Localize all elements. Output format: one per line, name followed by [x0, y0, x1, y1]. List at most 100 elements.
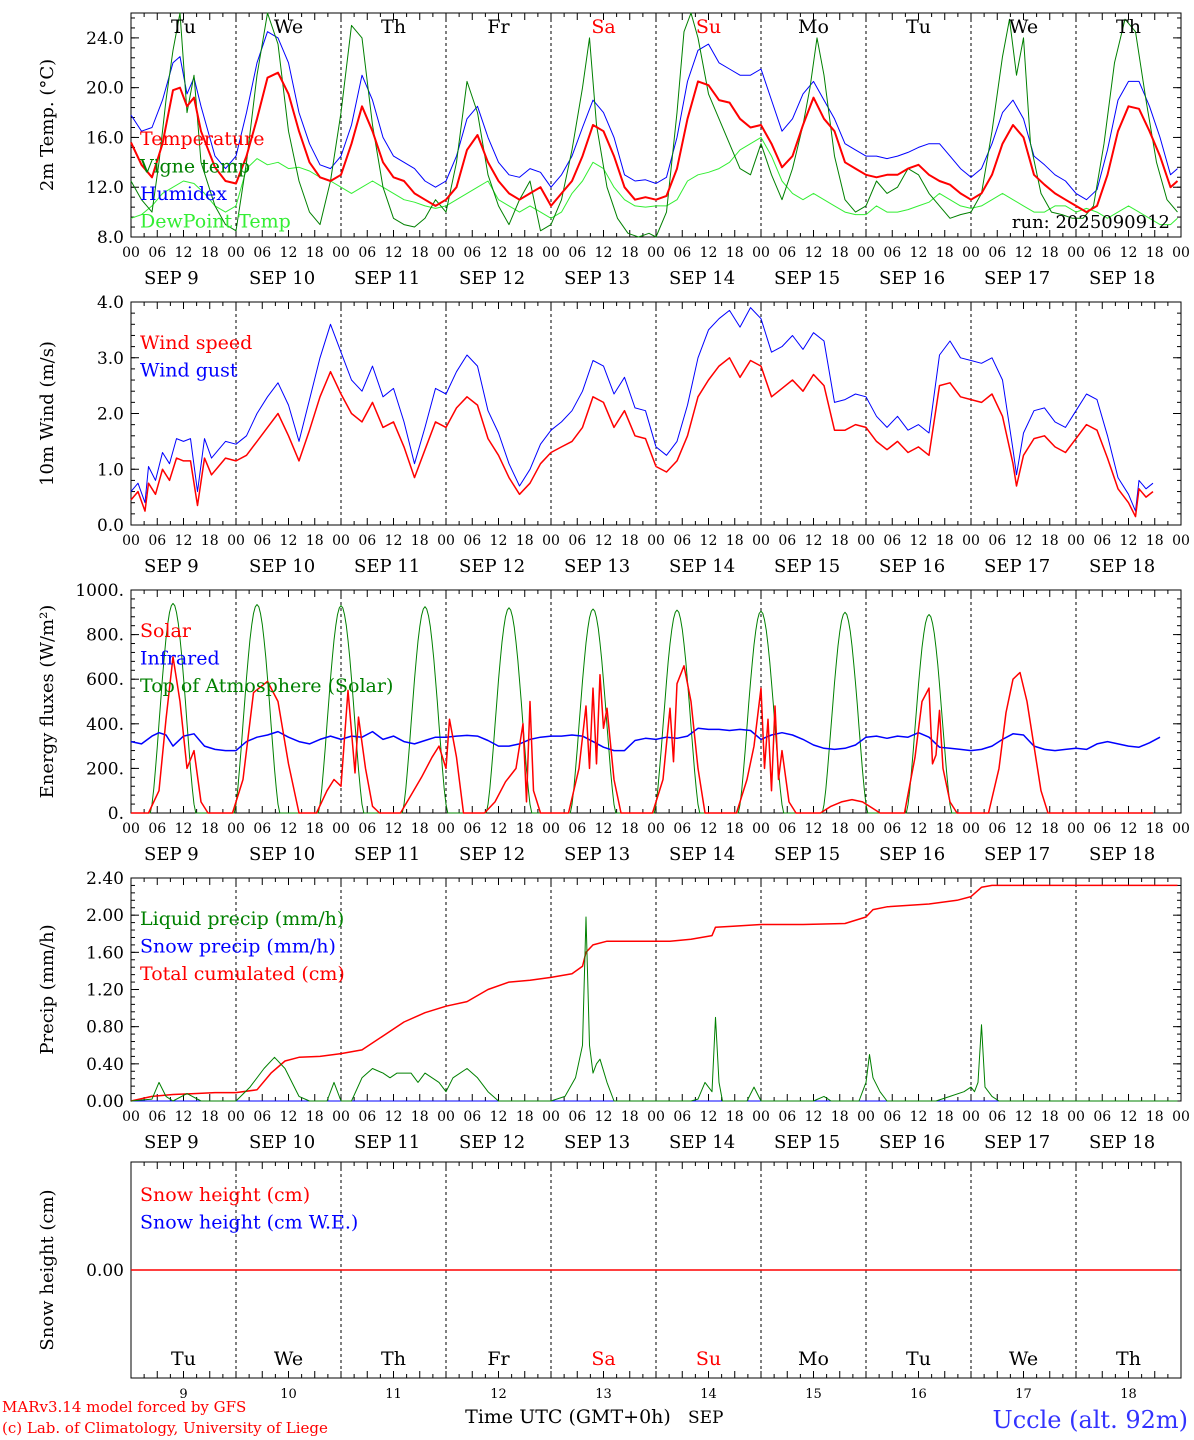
day-name-top: Th: [381, 16, 406, 38]
hour-tick-label: 00: [1067, 533, 1085, 549]
hour-tick-label: 06: [673, 821, 691, 837]
hour-tick-label: 12: [700, 245, 718, 261]
hour-tick-label: 18: [621, 1109, 639, 1125]
hour-tick-label: 06: [673, 1109, 691, 1125]
hour-tick-label: 00: [332, 533, 350, 549]
hour-tick-label: 00: [122, 1109, 140, 1125]
date-label: SEP 14: [669, 556, 735, 577]
legend-entry: Humidex: [140, 183, 227, 205]
y-tick-label: 1000.: [75, 581, 124, 601]
hour-tick-label: 06: [988, 821, 1006, 837]
y-tick-label: 2.00: [86, 906, 124, 926]
hour-tick-label: 06: [358, 821, 376, 837]
hour-tick-label: 18: [726, 245, 744, 261]
day-name-top: Sa: [591, 16, 615, 38]
hour-tick-label: 06: [148, 533, 166, 549]
hour-tick-label: 18: [1041, 1109, 1059, 1125]
panel-4: 0.00 0.40 0.80 1.20 1.60 2.00 2.40 Precip (mm/h…: [37, 869, 1190, 1153]
date-label: SEP 18: [1089, 1132, 1155, 1153]
hour-tick-label: 00: [962, 821, 980, 837]
hour-tick-label: 18: [936, 245, 954, 261]
y-tick-label: 16.0: [86, 128, 124, 148]
date-label: SEP 15: [774, 268, 840, 289]
day-name-top: Tu: [171, 16, 196, 38]
legend-entry: Temperature: [140, 128, 264, 150]
y-tick-label: 0.0: [97, 516, 124, 536]
series-line: [130, 727, 1161, 752]
hour-tick-label: 12: [595, 533, 613, 549]
hour-tick-label: 12: [1120, 533, 1138, 549]
hour-tick-label: 00: [227, 1109, 245, 1125]
date-label: SEP 13: [564, 268, 630, 289]
hour-tick-label: 18: [306, 245, 324, 261]
panel-5: 0.00 Snow height (cm) Snow height (cm) Snow…: [37, 1161, 1182, 1379]
hour-tick-label: 06: [988, 245, 1006, 261]
hour-tick-label: 18: [201, 1109, 219, 1125]
hour-tick-label: 00: [1172, 533, 1190, 549]
hour-tick-label: 18: [936, 821, 954, 837]
hour-tick-label: 00: [542, 533, 560, 549]
panel-1: 8.0 12.0 16.0 20.0 24.0 2m Temp. (°C) 00 06 12 18…: [37, 12, 1190, 289]
hour-tick-label: 12: [1015, 1109, 1033, 1125]
legend-entry: Infrared: [140, 648, 220, 670]
hour-tick-label: 18: [516, 533, 534, 549]
series-line: [130, 71, 1179, 214]
hour-tick-label: 00: [962, 245, 980, 261]
hour-tick-label: 00: [647, 1109, 665, 1125]
y-tick-label: 1.20: [86, 981, 124, 1001]
hour-tick-label: 06: [253, 533, 271, 549]
y-tick-label: 2.0: [97, 405, 124, 425]
series-line: [131, 656, 1153, 814]
hour-tick-label: 18: [831, 245, 849, 261]
date-label: SEP 9: [144, 844, 199, 865]
hour-tick-label: 06: [568, 1109, 586, 1125]
hour-tick-label: 06: [988, 1109, 1006, 1125]
hour-tick-label: 06: [1093, 245, 1111, 261]
date-label: SEP 15: [774, 844, 840, 865]
hour-tick-label: 06: [148, 1109, 166, 1125]
day-number: 12: [490, 1387, 507, 1402]
hour-tick-label: 00: [962, 1109, 980, 1125]
hour-tick-label: 18: [306, 1109, 324, 1125]
hour-tick-label: 00: [332, 245, 350, 261]
day-name-bottom: We: [1009, 1348, 1038, 1370]
hour-tick-label: 06: [568, 821, 586, 837]
hour-tick-label: 12: [175, 1109, 193, 1125]
hour-tick-label: 00: [1172, 821, 1190, 837]
hour-tick-label: 00: [752, 821, 770, 837]
hour-tick-label: 06: [253, 821, 271, 837]
hour-tick-label: 12: [490, 1109, 508, 1125]
y-tick-label: 0.80: [86, 1018, 124, 1038]
series-line: [130, 136, 1178, 226]
legend-entry: Wind speed: [140, 332, 252, 354]
hour-tick-label: 18: [201, 245, 219, 261]
hour-tick-label: 12: [805, 533, 823, 549]
hour-tick-label: 18: [1146, 821, 1164, 837]
hour-tick-label: 06: [358, 533, 376, 549]
hour-tick-label: 06: [883, 821, 901, 837]
hour-tick-label: 06: [253, 1109, 271, 1125]
y-tick-label: 24.0: [86, 29, 124, 49]
hour-tick-label: 00: [437, 245, 455, 261]
hour-tick-label: 06: [883, 533, 901, 549]
hour-tick-label: 12: [175, 533, 193, 549]
hour-tick-label: 18: [306, 533, 324, 549]
hour-tick-label: 06: [253, 245, 271, 261]
date-label: SEP 16: [879, 844, 945, 865]
date-label: SEP 12: [459, 556, 525, 577]
date-label: SEP 10: [249, 556, 315, 577]
hour-tick-label: 18: [831, 533, 849, 549]
hour-tick-label: 12: [805, 245, 823, 261]
y-axis-label: Snow height (cm): [37, 1189, 58, 1350]
hour-tick-label: 12: [595, 245, 613, 261]
hour-tick-label: 12: [1120, 1109, 1138, 1125]
hour-tick-label: 12: [490, 533, 508, 549]
date-label: SEP 10: [249, 1132, 315, 1153]
hour-tick-label: 06: [568, 533, 586, 549]
day-name-bottom: Fr: [487, 1348, 510, 1370]
y-tick-label: 8.0: [97, 228, 124, 248]
hour-tick-label: 00: [437, 1109, 455, 1125]
hour-tick-label: 00: [542, 245, 560, 261]
legend-entry: Wind gust: [140, 360, 238, 382]
